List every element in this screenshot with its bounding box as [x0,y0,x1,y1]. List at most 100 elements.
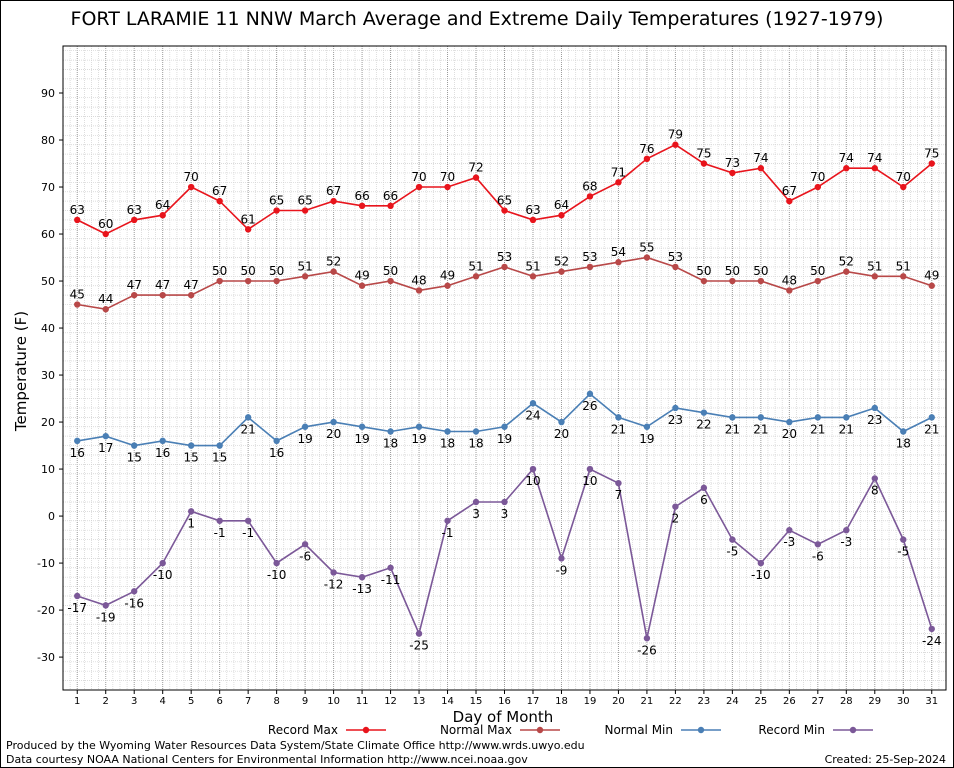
record-min-point [131,588,138,595]
normal-max-data-label: 50 [753,264,768,278]
normal-max-point [814,277,822,285]
record-min-point [814,541,822,548]
normal-min-point [586,390,594,398]
record-min-data-label: -16 [124,596,144,610]
normal-max-point [131,291,138,299]
x-tick-label: 28 [840,696,853,707]
normal-max-legend-marker [536,726,544,734]
record-min-data-label: 10 [525,474,540,488]
normal-min-data-label: 19 [497,432,512,446]
record-max-data-label: 63 [127,203,142,217]
normal-min-point [187,442,195,449]
normal-max-point [472,273,480,280]
record-min-data-label: 7 [615,488,623,502]
record-max-legend-marker [362,726,370,734]
x-tick-label: 17 [527,696,540,707]
normal-min-data-label: 21 [839,422,854,436]
record-min-data-label: 1 [187,516,195,530]
normal-min-data-label: 19 [354,432,369,446]
record-min-data-label: -6 [812,549,824,563]
normal-min-point [387,428,394,435]
record-min-point [843,526,850,534]
record-max-point [187,183,195,191]
x-tick-label: 5 [188,696,194,707]
x-tick-label: 21 [641,696,654,707]
normal-max-point [102,306,109,313]
normal-min-data-label: 22 [696,418,711,432]
normal-max-data-label: 49 [354,269,369,283]
normal-min-data-label: 19 [411,432,426,446]
record-min-point [529,465,537,473]
record-min-data-label: 2 [672,512,680,526]
normal-min-point [786,418,793,426]
record-min-point [444,517,451,524]
record-max-data-label: 75 [696,147,711,161]
record-max-data-label: 66 [383,189,398,203]
record-max-point [672,141,679,148]
normal-max-data-label: 51 [468,259,483,273]
normal-min-data-label: 26 [582,399,597,413]
record-min-data-label: -3 [840,535,852,549]
record-max-data-label: 66 [354,189,369,203]
record-max-data-label: 73 [725,156,740,170]
record-max-point [615,179,622,186]
record-min-point [729,536,736,543]
normal-min-point [558,418,565,426]
normal-max-data-label: 53 [668,250,683,264]
record-min-point [757,559,765,567]
record-max-data-label: 76 [639,142,654,156]
normal-max-data-label: 49 [440,269,455,283]
record-min-data-label: -1 [214,526,226,540]
normal-max-data-label: 55 [639,241,654,255]
normal-max-data-label: 48 [411,273,426,287]
record-min-data-label: -19 [96,610,116,624]
normal-max-data-label: 47 [184,278,199,292]
x-tick-label: 6 [216,696,222,707]
record-min-data-label: -25 [409,639,429,653]
y-tick-label: -30 [37,651,55,664]
record-max-data-label: 60 [98,217,113,231]
normal-max-data-label: 48 [782,273,797,287]
record-max-point [643,155,651,163]
record-min-point [643,635,651,642]
record-max-data-label: 79 [668,128,683,142]
record-max-data-label: 64 [554,198,569,212]
x-tick-label: 15 [470,696,483,707]
record-min-point [216,517,223,524]
record-min-data-label: -3 [783,535,795,549]
record-min-point [74,592,81,600]
y-axis-title: Temperature (F) [12,311,30,432]
normal-max-data-label: 52 [839,255,854,269]
normal-max-data-label: 54 [611,245,626,259]
record-min-data-label: -5 [726,545,738,559]
record-min-point [387,564,394,571]
normal-max-data-label: 50 [696,264,711,278]
normal-max-point [330,268,337,275]
normal-max-point [928,282,935,289]
normal-min-data-label: 16 [155,446,170,460]
normal-min-data-label: 23 [867,413,882,427]
normal-max-data-label: 50 [241,264,256,278]
normal-max-data-label: 50 [212,264,227,278]
normal-min-data-label: 19 [297,432,312,446]
x-tick-label: 11 [356,696,369,707]
record-min-point [159,559,166,567]
x-tick-label: 22 [669,696,682,707]
record-min-point [187,508,195,515]
record-min-data-label: -26 [637,643,657,657]
normal-min-point [444,428,451,435]
record-min-data-label: -13 [352,582,372,596]
record-max-point [273,207,280,214]
normal-max-point [74,301,81,308]
normal-max-point [672,263,679,271]
normal-min-data-label: 15 [212,451,227,465]
record-min-data-label: -10 [267,568,287,582]
normal-max-point [700,277,708,285]
normal-min-point [529,400,537,407]
record-max-point [843,165,850,172]
record-min-data-label: 8 [871,483,879,497]
normal-max-data-label: 51 [896,259,911,273]
normal-max-legend-label: Normal Max [440,723,512,737]
record-min-point [900,536,907,543]
